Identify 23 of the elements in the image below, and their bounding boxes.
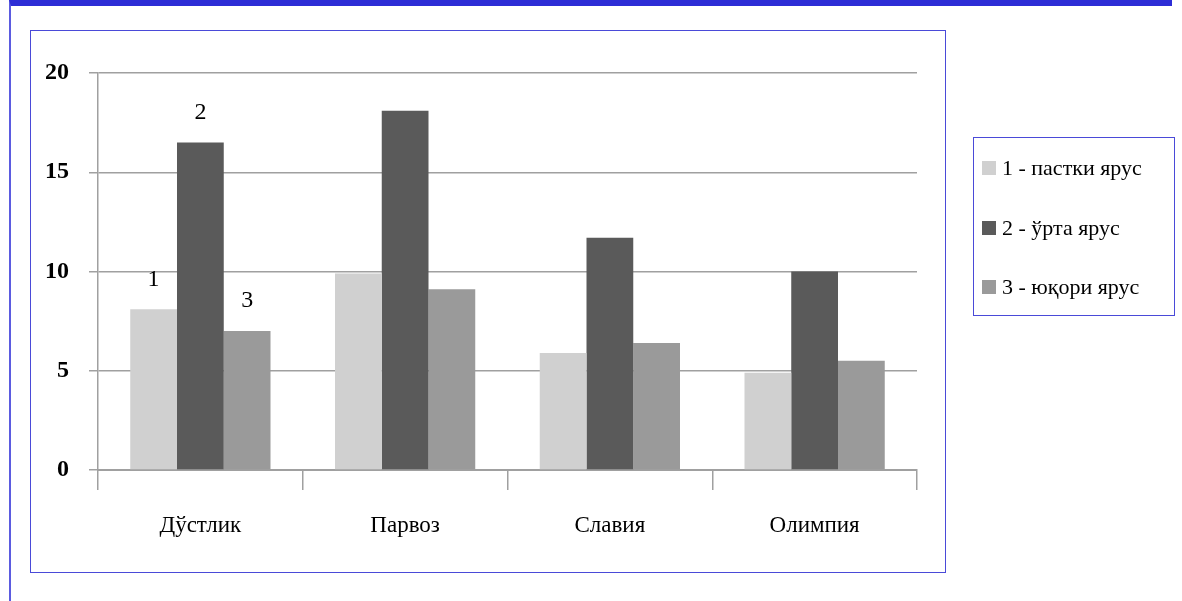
bar: [335, 273, 382, 470]
bar: [586, 237, 634, 470]
bar: [539, 352, 587, 470]
y-tick-label: 10: [45, 256, 69, 283]
x-tick-label: Олимпия: [769, 511, 861, 537]
legend-label: 1 - пастки ярус: [1002, 154, 1142, 181]
bar: [177, 142, 224, 470]
x-tick-label: Парвоз: [370, 511, 440, 537]
y-tick-label: 20: [45, 58, 69, 85]
annotation: 3: [241, 286, 254, 313]
y-tick-label: 5: [57, 355, 69, 382]
legend-label: 2 - ўрта ярус: [1002, 214, 1120, 241]
annotation: 1: [147, 264, 160, 291]
bar: [130, 309, 177, 470]
x-tick-label: Славия: [574, 511, 646, 537]
bar: [744, 372, 792, 470]
legend-label: 3 - юқори ярус: [1002, 274, 1140, 301]
annotation: 2: [194, 97, 207, 124]
bar: [791, 271, 838, 470]
bar: [381, 110, 429, 470]
x-tick-label: Дўстлик: [159, 511, 243, 537]
y-tick-label: 0: [57, 455, 69, 482]
y-tick-label: 15: [45, 157, 69, 184]
